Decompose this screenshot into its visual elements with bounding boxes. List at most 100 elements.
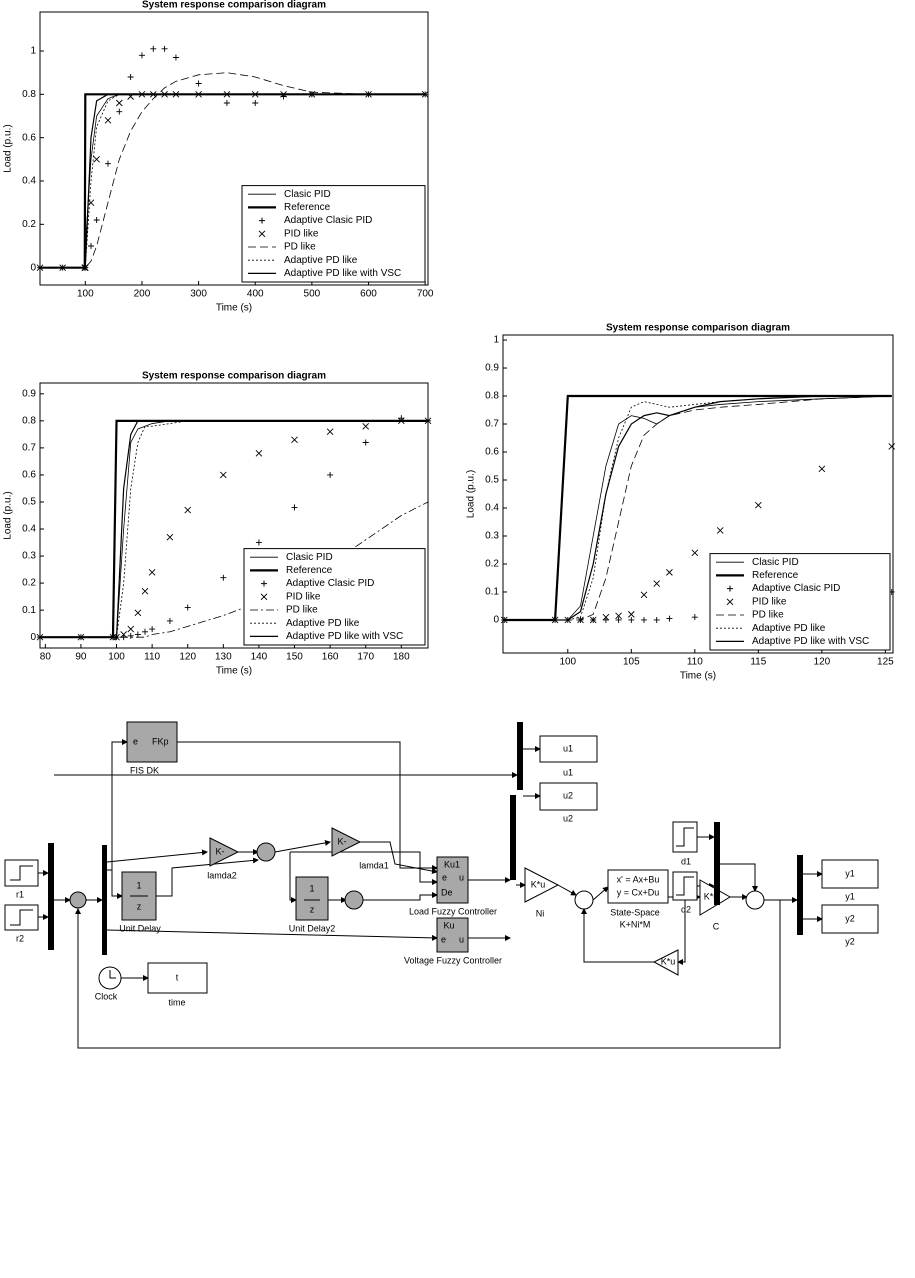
block-text: 1 bbox=[136, 880, 141, 890]
legend-label: Adaptive PD like with VSC bbox=[286, 631, 403, 642]
block-label: Ni bbox=[536, 908, 545, 918]
data-point bbox=[666, 569, 673, 576]
legend-label: PID like bbox=[284, 228, 319, 239]
block-label: y2 bbox=[845, 936, 855, 946]
legend-marker bbox=[258, 230, 266, 238]
data-line bbox=[504, 395, 892, 621]
data-point bbox=[115, 99, 123, 107]
data-point bbox=[818, 465, 826, 473]
block-text: K- bbox=[338, 836, 347, 846]
data-point bbox=[691, 549, 699, 557]
block-text: FKp bbox=[152, 736, 169, 746]
data-point bbox=[149, 626, 156, 633]
data-point bbox=[398, 415, 405, 422]
data-point bbox=[142, 628, 149, 635]
block-text: u2 bbox=[563, 790, 573, 800]
legend-marker bbox=[726, 598, 734, 606]
x-axis-label: Time (s) bbox=[216, 303, 252, 314]
y-tick-label: 0.6 bbox=[22, 470, 36, 481]
legend-label: Reference bbox=[286, 565, 333, 576]
y-tick-label: 0.5 bbox=[485, 475, 499, 486]
legend-label: Adaptive PD like bbox=[284, 255, 358, 266]
data-point bbox=[116, 108, 123, 115]
data-point bbox=[87, 199, 95, 206]
data-point bbox=[138, 52, 145, 59]
port-label: e bbox=[441, 934, 446, 944]
data-point bbox=[666, 615, 673, 622]
port-label: u bbox=[459, 872, 464, 882]
y-tick-label: 0.8 bbox=[22, 89, 36, 100]
data-point bbox=[252, 100, 259, 106]
block-label: Clock bbox=[95, 991, 118, 1001]
block-label: Load Fuzzy Controller bbox=[409, 906, 497, 916]
x-tick-label: 500 bbox=[304, 289, 321, 300]
x-tick-label: 115 bbox=[750, 657, 766, 668]
x-tick-label: 110 bbox=[144, 652, 160, 663]
data-line bbox=[40, 93, 426, 269]
block-label: Unit Delay bbox=[119, 923, 161, 933]
data-point bbox=[172, 54, 179, 61]
x-tick-label: 100 bbox=[559, 657, 576, 668]
data-point bbox=[326, 428, 334, 435]
block-label: Voltage Fuzzy Controller bbox=[404, 955, 502, 965]
block-text: y2 bbox=[845, 913, 855, 923]
legend-box bbox=[243, 548, 426, 646]
y-tick-label: 0.4 bbox=[22, 524, 36, 535]
data-point bbox=[615, 612, 622, 620]
x-tick-label: 120 bbox=[814, 657, 831, 668]
data-point bbox=[327, 471, 334, 478]
y-axis-label: Load (p.u.) bbox=[3, 491, 14, 539]
port-label: e bbox=[133, 736, 138, 746]
x-tick-label: 120 bbox=[179, 652, 196, 663]
port-label: De bbox=[441, 887, 453, 897]
y-tick-label: 0.7 bbox=[22, 443, 36, 454]
x-tick-label: 100 bbox=[108, 652, 125, 663]
block-label: State-Space bbox=[610, 907, 660, 917]
x-tick-label: 600 bbox=[360, 289, 377, 300]
data-point bbox=[362, 422, 370, 430]
legend-label: Adaptive Clasic PID bbox=[284, 215, 372, 226]
block-text: K- bbox=[216, 846, 225, 856]
data-point bbox=[291, 504, 298, 511]
data-point bbox=[602, 616, 609, 623]
block-label: time bbox=[168, 997, 185, 1007]
data-point bbox=[134, 609, 142, 617]
data-point bbox=[640, 591, 648, 599]
legend-box bbox=[709, 553, 891, 651]
y-axis-label: Load (p.u.) bbox=[3, 124, 14, 172]
y-tick-label: 0.8 bbox=[485, 391, 499, 402]
legend-marker bbox=[260, 593, 268, 601]
data-point bbox=[362, 439, 369, 446]
x-tick-label: 180 bbox=[393, 652, 410, 663]
legend-label: Adaptive PD like with VSC bbox=[284, 268, 401, 279]
x-tick-label: 400 bbox=[247, 289, 264, 300]
block-text: K*u bbox=[531, 879, 546, 889]
x-tick-label: 200 bbox=[134, 289, 151, 300]
legend-label: PID like bbox=[286, 591, 321, 602]
data-point bbox=[127, 74, 134, 80]
chart-title: System response comparison diagram bbox=[142, 371, 326, 382]
y-tick-label: 0.6 bbox=[485, 447, 499, 458]
legend-label: Adaptive Clasic PID bbox=[286, 578, 374, 589]
block-text: x' = Ax+Bu bbox=[617, 874, 660, 884]
y-tick-label: 0 bbox=[30, 262, 36, 273]
data-point bbox=[166, 533, 174, 541]
data-point bbox=[150, 45, 157, 52]
x-tick-label: 130 bbox=[215, 652, 232, 663]
y-tick-label: 0.2 bbox=[22, 219, 36, 230]
chart-title: System response comparison diagram bbox=[142, 0, 326, 11]
block-label: Unit Delay2 bbox=[289, 923, 336, 933]
legend-label: Adaptive PD like bbox=[752, 623, 826, 634]
data-point bbox=[628, 616, 635, 623]
block-text: Ku1 bbox=[444, 859, 460, 869]
block-text: Ku bbox=[443, 920, 454, 930]
data-point bbox=[120, 631, 127, 638]
data-point bbox=[627, 611, 635, 618]
block-text: z bbox=[137, 901, 142, 911]
port-label: e bbox=[442, 872, 447, 882]
block-label: r2 bbox=[16, 933, 24, 943]
block-label: u2 bbox=[563, 813, 573, 823]
legend-box bbox=[241, 185, 426, 283]
block-text: t bbox=[176, 972, 179, 982]
x-tick-label: 700 bbox=[417, 289, 434, 300]
